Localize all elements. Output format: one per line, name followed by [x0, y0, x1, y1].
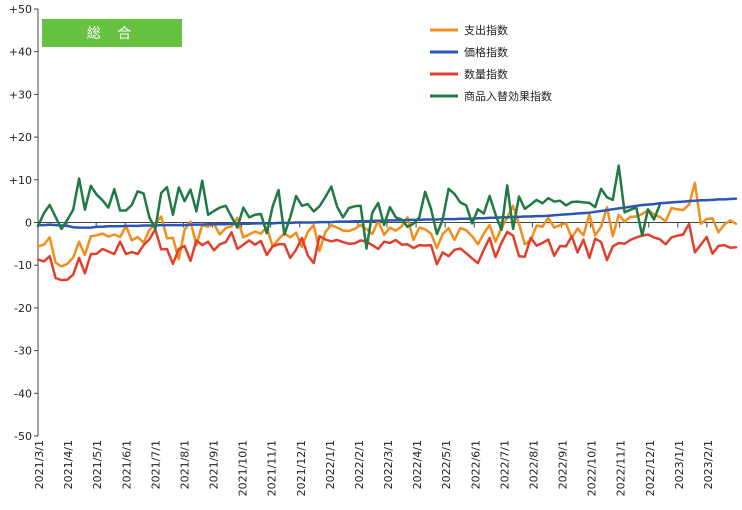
y-tick-label: +30 — [9, 88, 32, 101]
y-tick-labels: +50 +40 +30 +20 +10 0 -10 -20 -30 -40 -50 — [9, 3, 38, 443]
x-tick-label: 2021/4/1 — [62, 440, 75, 489]
y-tick-label: +20 — [9, 131, 32, 144]
y-tick-label: +50 — [9, 3, 32, 16]
y-tick-label: -50 — [14, 430, 32, 443]
x-tick-labels: 2021/3/1 2021/4/1 2021/5/1 2021/6/1 2021/7/1… — [33, 222, 715, 496]
x-tick-label: 2022/2/1 — [353, 440, 366, 489]
x-tick-label: 2022/9/1 — [557, 440, 570, 489]
x-tick-label: 2021/10/1 — [237, 440, 250, 496]
x-tick-label: 2022/12/1 — [644, 440, 657, 496]
legend-label: 商品入替効果指数 — [464, 89, 552, 103]
x-tick-label: 2023/1/1 — [673, 440, 686, 489]
badge: 総 合 — [42, 19, 182, 47]
legend-label: 価格指数 — [464, 45, 508, 59]
legend-label: 数量指数 — [464, 67, 508, 81]
series-line-3 — [36, 222, 738, 282]
x-tick-label: 2021/5/1 — [91, 440, 104, 489]
x-tick-label: 2021/6/1 — [120, 440, 133, 489]
x-tick-label: 2022/10/1 — [586, 440, 599, 496]
y-tick-label: -30 — [14, 345, 32, 358]
x-tick-label: 2021/8/1 — [178, 440, 191, 489]
badge-box — [42, 19, 182, 47]
y-tick-label: +40 — [9, 46, 32, 59]
x-tick-label: 2022/11/1 — [615, 440, 628, 496]
x-tick-label: 2021/12/1 — [295, 440, 308, 496]
x-tick-label: 2022/5/1 — [440, 440, 453, 489]
y-tick-label: -20 — [14, 302, 32, 315]
x-tick-label: 2021/9/1 — [208, 440, 221, 489]
x-tick-label: 2021/11/1 — [266, 440, 279, 496]
series-lines — [36, 164, 738, 282]
x-tick-label: 2023/2/1 — [702, 440, 715, 489]
x-tick-label: 2021/3/1 — [33, 440, 46, 489]
x-tick-label: 2021/7/1 — [149, 440, 162, 489]
x-tick-label: 2022/8/1 — [527, 440, 540, 489]
x-tick-label: 2022/6/1 — [469, 440, 482, 489]
y-tick-label: +10 — [9, 174, 32, 187]
x-tick-label: 2022/7/1 — [498, 440, 511, 489]
x-tick-label: 2022/3/1 — [382, 440, 395, 489]
y-tick-label: -10 — [14, 259, 32, 272]
x-tick-label: 2022/1/1 — [324, 440, 337, 489]
badge-label: 総 合 — [87, 26, 137, 42]
y-tick-label: 0 — [25, 217, 32, 230]
y-tick-label: -40 — [14, 387, 32, 400]
series-line-4 — [36, 164, 661, 250]
x-tick-label: 2022/4/1 — [411, 440, 424, 489]
legend-label: 支出指数 — [464, 23, 508, 37]
